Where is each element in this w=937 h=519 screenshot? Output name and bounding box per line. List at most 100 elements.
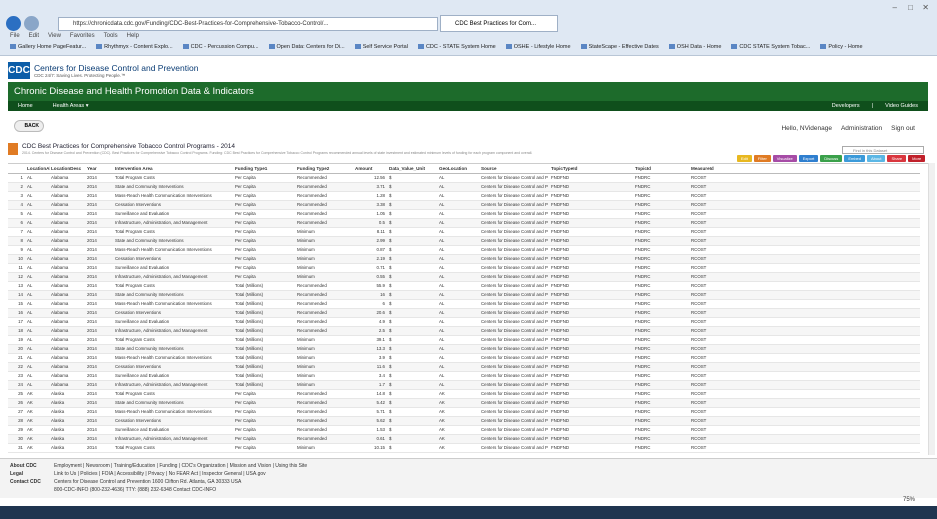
table-cell: AL bbox=[26, 308, 50, 318]
table-cell: Centers for Disease Control and P bbox=[480, 272, 550, 282]
table-cell: 2014 bbox=[86, 407, 114, 417]
table-cell: FNDRC bbox=[634, 281, 690, 291]
table-cell: AK bbox=[438, 434, 480, 444]
footer-links[interactable]: 800-CDC-INFO (800-232-4636) TTY: (888) 2… bbox=[54, 487, 217, 493]
scrollbar[interactable] bbox=[928, 163, 935, 455]
table-cell: RCOST bbox=[690, 326, 920, 336]
favorite-link[interactable]: Open Data: Centers for Di... bbox=[269, 44, 345, 50]
column-header[interactable]: MeasureId bbox=[690, 164, 920, 174]
table-cell: $ bbox=[388, 227, 438, 237]
nav-link[interactable]: Health Areas ▾ bbox=[52, 103, 89, 109]
table-cell: FNDRC bbox=[634, 173, 690, 183]
toolbar-button[interactable]: Discuss bbox=[820, 155, 843, 162]
table-cell: 9 bbox=[8, 245, 26, 255]
table-cell: FNDFND bbox=[550, 389, 634, 399]
minimize[interactable]: – bbox=[892, 3, 897, 12]
column-header[interactable]: Data_Value_Unit bbox=[388, 164, 438, 174]
table-cell: Cessation Interventions bbox=[114, 362, 234, 372]
table-cell: 0.5 bbox=[354, 218, 388, 228]
column-header[interactable]: LocationAbbr bbox=[26, 164, 50, 174]
table-cell: Alabama bbox=[50, 308, 86, 318]
toolbar-button[interactable]: About bbox=[867, 155, 886, 162]
user-link[interactable]: Sign out bbox=[891, 125, 915, 132]
find-box[interactable]: Find in this Dataset bbox=[842, 146, 924, 154]
column-header[interactable]: Source bbox=[480, 164, 550, 174]
column-header[interactable]: TopicId bbox=[634, 164, 690, 174]
table-cell: RCOST bbox=[690, 173, 920, 183]
table-cell: Recommended bbox=[296, 182, 354, 192]
nav-link[interactable]: Video Guides bbox=[885, 103, 918, 109]
table-cell: $ bbox=[388, 272, 438, 282]
toolbar-button[interactable]: Share bbox=[887, 155, 907, 162]
table-cell: Centers for Disease Control and P bbox=[480, 245, 550, 255]
menu-item[interactable]: File bbox=[10, 33, 20, 39]
table-cell: RCOST bbox=[690, 227, 920, 237]
favorite-link[interactable]: CDC - STATE System Home bbox=[418, 44, 496, 50]
menu-item[interactable]: Help bbox=[126, 33, 139, 39]
table-row: 9 AL Alabama 2014 Mass-Reach Health Communic… bbox=[8, 245, 920, 255]
browser-tab[interactable]: CDC Best Practices for Com... bbox=[440, 15, 558, 32]
column-header[interactable]: Intervention Area bbox=[114, 164, 234, 174]
toolbar-button[interactable]: Filter bbox=[753, 155, 771, 162]
table-cell: 2014 bbox=[86, 326, 114, 336]
table-cell: Cessation Interventions bbox=[114, 308, 234, 318]
favorite-link[interactable]: Policy - Home bbox=[820, 44, 862, 50]
favorite-link[interactable]: CDC STATE System Tobac... bbox=[731, 44, 810, 50]
close[interactable]: ✕ bbox=[922, 3, 929, 12]
favorite-link[interactable]: Gallery Home PageFeatur... bbox=[10, 44, 86, 50]
maximize[interactable]: □ bbox=[908, 3, 913, 12]
footer-links[interactable]: Link to Us | Policies | FOIA | Accessibi… bbox=[54, 471, 266, 477]
column-header[interactable] bbox=[8, 164, 26, 174]
footer-links[interactable]: Employment | Newsroom | Training/Educati… bbox=[54, 463, 308, 469]
table-cell: $ bbox=[388, 425, 438, 435]
menu-item[interactable]: Tools bbox=[103, 33, 118, 39]
nav-link[interactable]: Home bbox=[18, 103, 33, 109]
back-link[interactable]: BACK bbox=[14, 120, 44, 132]
address-bar[interactable]: https://chronicdata.cdc.gov/Funding/CDC-… bbox=[58, 17, 438, 31]
table-cell: FNDFND bbox=[550, 443, 634, 453]
nav-link[interactable]: Developers bbox=[831, 103, 860, 109]
table-cell: 6 bbox=[8, 218, 26, 228]
favorites-bar: Gallery Home PageFeatur... Rhythmyx - Con… bbox=[10, 44, 863, 50]
favorite-link[interactable]: StateScape - Effective Dates bbox=[581, 44, 659, 50]
table-cell: Per Capita bbox=[234, 263, 296, 273]
favorite-link[interactable]: CDC - Percussion Compu... bbox=[183, 44, 259, 50]
menu-item[interactable]: Favorites bbox=[69, 33, 95, 39]
column-header[interactable]: Amount bbox=[354, 164, 388, 174]
back-button[interactable] bbox=[6, 16, 21, 31]
menu-item[interactable]: View bbox=[48, 33, 61, 39]
table-cell: Alaska bbox=[50, 434, 86, 444]
toolbar-button[interactable]: Embed bbox=[844, 155, 865, 162]
table-cell: FNDFND bbox=[550, 434, 634, 444]
menu-item[interactable]: Edit bbox=[28, 33, 40, 39]
column-header[interactable]: Year bbox=[86, 164, 114, 174]
favorite-link[interactable]: Rhythmyx - Content Explo... bbox=[96, 44, 172, 50]
table-cell: RCOST bbox=[690, 434, 920, 444]
toolbar-button[interactable]: More bbox=[908, 155, 926, 162]
user-link[interactable]: Administration bbox=[840, 125, 883, 132]
table-cell: FNDRC bbox=[634, 344, 690, 354]
table-cell: $ bbox=[388, 326, 438, 336]
table-cell: FNDFND bbox=[550, 290, 634, 300]
column-header[interactable]: GeoLocation bbox=[438, 164, 480, 174]
column-header[interactable]: LocationDesc bbox=[50, 164, 86, 174]
zoom-level[interactable]: 75% bbox=[902, 497, 915, 503]
user-link[interactable]: Hello, NVidenage bbox=[781, 125, 832, 132]
toolbar-button[interactable]: Edit bbox=[737, 155, 752, 162]
column-header[interactable]: TopicTypeId bbox=[550, 164, 634, 174]
column-header[interactable]: Funding Type1 bbox=[234, 164, 296, 174]
table-cell: $ bbox=[388, 200, 438, 210]
table-row: 20 AL Alabama 2014 State and Community Inter… bbox=[8, 344, 920, 354]
toolbar-button[interactable]: Export bbox=[798, 155, 819, 162]
favorite-link[interactable]: Self Service Portal bbox=[355, 44, 408, 50]
column-header[interactable]: Funding Type2 bbox=[296, 164, 354, 174]
table-cell: 2014 bbox=[86, 200, 114, 210]
cdc-logo[interactable]: CDC bbox=[8, 62, 30, 79]
footer-links[interactable]: Centers for Disease Control and Preventi… bbox=[54, 479, 242, 485]
toolbar-button[interactable]: Visualize bbox=[772, 155, 797, 162]
favorite-link[interactable]: OSH Data - Home bbox=[669, 44, 722, 50]
table-cell: Recommended bbox=[296, 218, 354, 228]
nav-link[interactable]: | bbox=[871, 103, 874, 109]
forward-button[interactable] bbox=[24, 16, 39, 31]
favorite-link[interactable]: OSHE - Lifestyle Home bbox=[506, 44, 571, 50]
